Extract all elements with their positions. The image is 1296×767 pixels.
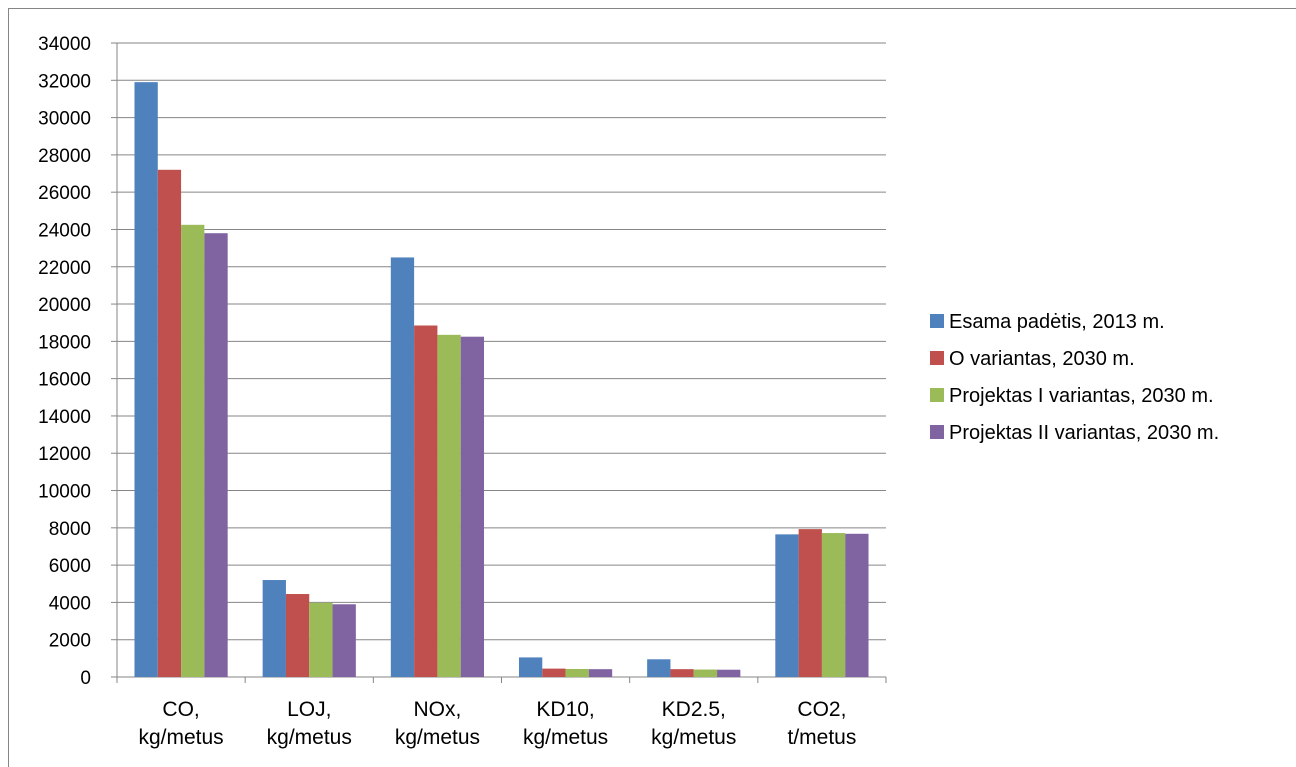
bar <box>157 169 182 678</box>
bar <box>542 668 566 677</box>
y-tick-label: 20000 <box>38 295 91 316</box>
x-tick-label: CO, <box>162 698 199 721</box>
y-tick-label: 26000 <box>38 183 91 204</box>
x-tick-label: CO2, <box>797 698 846 721</box>
bar <box>332 604 356 677</box>
y-tick-label: 30000 <box>38 109 91 130</box>
legend-label: Esama padėtis, 2013 m. <box>949 311 1165 333</box>
legend-swatch <box>930 425 944 439</box>
bar <box>647 659 671 677</box>
bar <box>437 334 461 677</box>
x-tick-label: kg/metus <box>651 726 736 749</box>
bar <box>798 529 822 677</box>
bar <box>565 668 589 677</box>
bar <box>588 669 613 677</box>
bar <box>309 602 333 677</box>
bar <box>717 669 741 677</box>
x-tick-label: kg/metus <box>267 726 352 749</box>
y-tick-label: 8000 <box>49 519 91 540</box>
y-tick-label: 16000 <box>38 370 91 391</box>
y-tick-label: 2000 <box>49 631 91 652</box>
bar <box>390 257 415 677</box>
bar <box>693 669 718 677</box>
x-tick-label: LOJ, <box>287 698 331 721</box>
legend-label: O variantas, 2030 m. <box>949 348 1135 370</box>
bar <box>518 657 543 677</box>
bar <box>821 533 846 677</box>
bar <box>134 82 158 678</box>
x-tick-label: kg/metus <box>523 726 608 749</box>
y-tick-label: 32000 <box>38 71 91 92</box>
y-tick-label: 24000 <box>38 220 91 241</box>
bar <box>845 533 869 677</box>
y-tick-label: 10000 <box>38 482 91 503</box>
y-tick-label: 34000 <box>38 34 91 55</box>
bar <box>414 325 438 677</box>
bar <box>670 669 694 677</box>
x-tick-label: kg/metus <box>395 726 480 749</box>
legend-swatch <box>930 388 944 402</box>
x-tick-label: kg/metus <box>138 726 223 749</box>
x-tick-label: NOx, <box>413 698 461 721</box>
x-tick-label: KD2.5, <box>662 698 726 721</box>
y-tick-label: 14000 <box>38 407 91 428</box>
legend-label: Projektas I variantas, 2030 m. <box>949 385 1214 407</box>
bar <box>775 534 799 677</box>
bar <box>181 224 205 677</box>
y-tick-label: 4000 <box>49 593 91 614</box>
y-tick-label: 6000 <box>49 556 91 577</box>
bar <box>285 594 310 677</box>
legend-swatch <box>930 351 944 365</box>
y-tick-label: 18000 <box>38 332 91 353</box>
legend-label: Projektas II variantas, 2030 m. <box>949 422 1219 444</box>
bar <box>460 336 485 677</box>
y-tick-label: 22000 <box>38 258 91 279</box>
y-tick-label: 28000 <box>38 146 91 167</box>
bar <box>204 233 228 677</box>
y-tick-label: 12000 <box>38 444 91 465</box>
x-tick-label: KD10, <box>536 698 594 721</box>
legend-swatch <box>930 314 944 328</box>
bar <box>262 580 286 677</box>
x-tick-label: t/metus <box>787 726 856 749</box>
y-tick-label: 0 <box>80 668 91 689</box>
